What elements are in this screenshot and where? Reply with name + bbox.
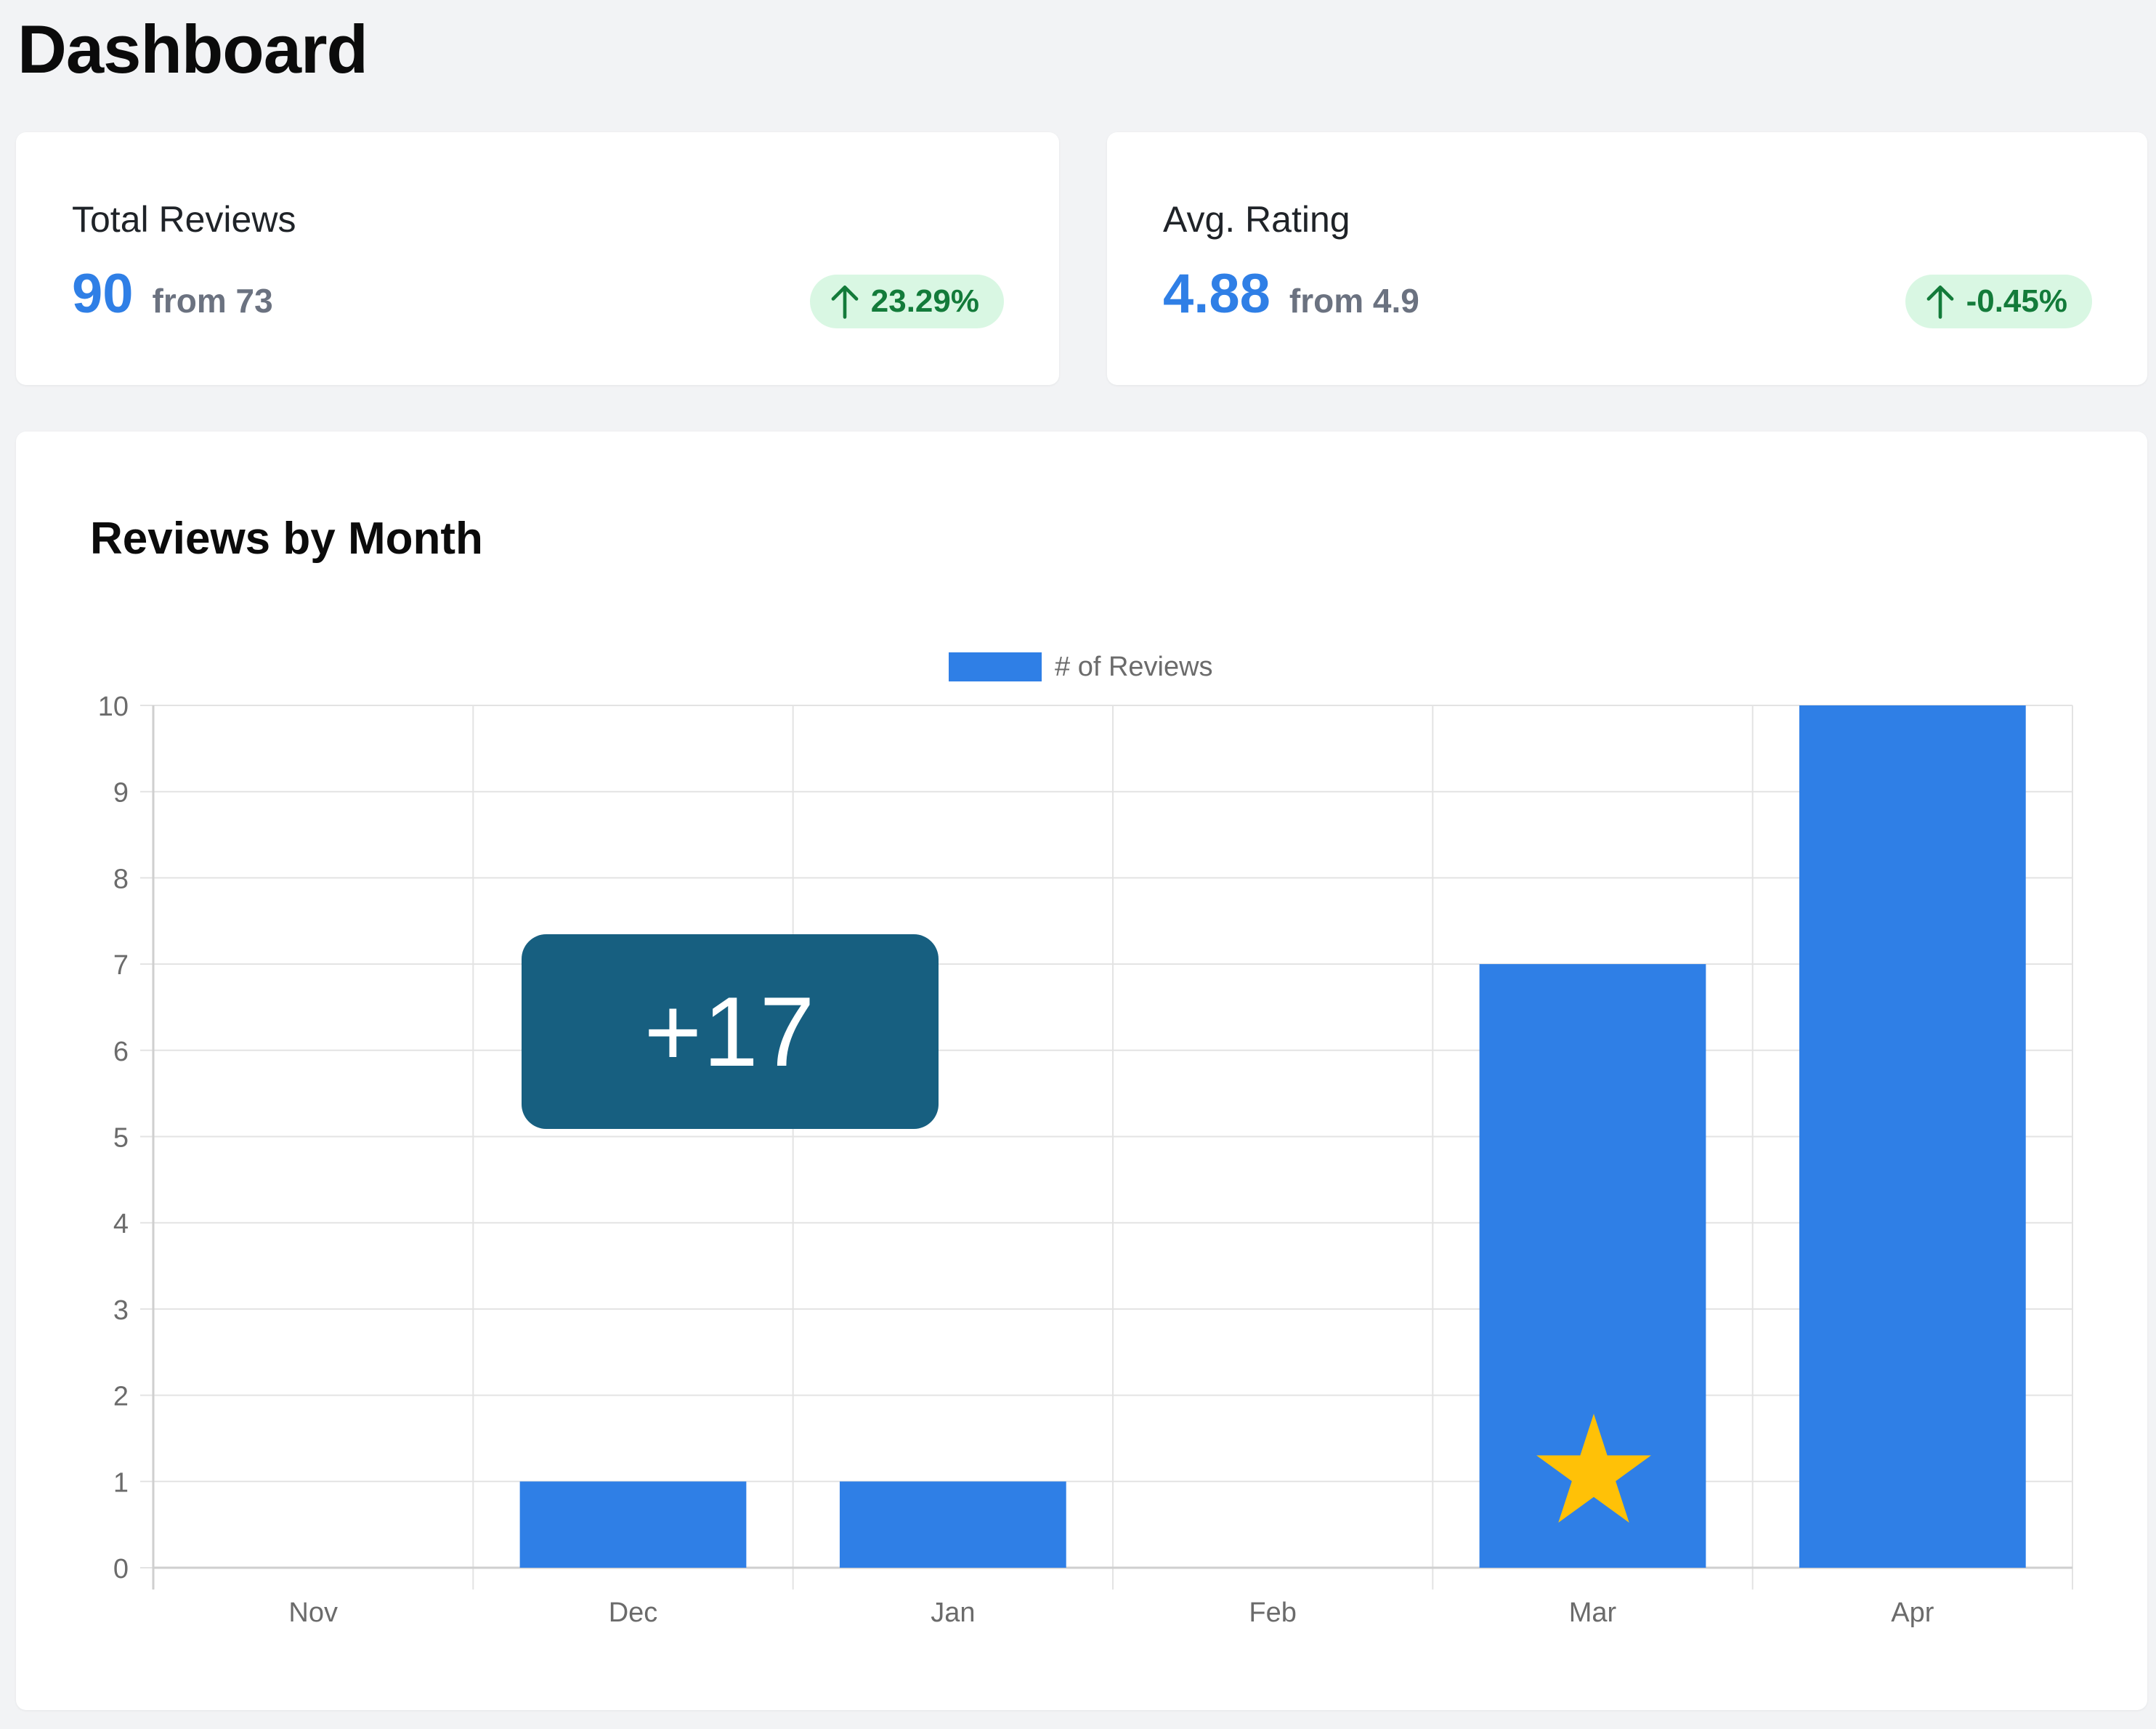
arrow-up-icon <box>1926 286 1953 319</box>
reviews-by-month-card: Reviews by Month <box>16 432 2147 1710</box>
x-tick-label: Mar <box>1569 1598 1617 1628</box>
total-reviews-label: Total Reviews <box>72 199 296 240</box>
bar-apr <box>1799 705 2026 1568</box>
y-tick-label: 4 <box>113 1209 129 1239</box>
x-tick-label: Apr <box>1891 1598 1934 1628</box>
chart-title: Reviews by Month <box>90 514 483 564</box>
y-tick-label: 2 <box>113 1382 129 1412</box>
reviews-change-overlay: +17 <box>522 934 939 1129</box>
x-tick-label: Nov <box>288 1598 338 1628</box>
y-tick-label: 10 <box>98 692 129 722</box>
legend-swatch <box>949 652 1042 681</box>
legend-label: # of Reviews <box>1055 652 1213 682</box>
star-icon <box>1536 1414 1651 1523</box>
x-tick-label: Dec <box>609 1598 658 1628</box>
page-title: Dashboard <box>17 11 368 87</box>
arrow-up-icon <box>831 286 859 319</box>
avg-rating-card: Avg. Rating 4.88 from 4.9 -0.45% <box>1107 132 2147 385</box>
avg-rating-change-badge: -0.45% <box>1905 275 2092 328</box>
bar-jan <box>839 1481 1066 1568</box>
y-tick-label: 5 <box>113 1123 129 1154</box>
reviews-change-overlay-label: +17 <box>644 976 816 1087</box>
avg-rating-value-row: 4.88 from 4.9 <box>1163 262 1419 327</box>
bar-dec <box>519 1481 747 1568</box>
total-reviews-change-value: 23.29% <box>870 283 979 319</box>
x-tick-label: Feb <box>1249 1598 1296 1628</box>
y-tick-label: 9 <box>113 778 129 809</box>
y-tick-label: 0 <box>113 1554 129 1584</box>
avg-rating-value: 4.88 <box>1163 263 1270 325</box>
y-tick-label: 8 <box>113 864 129 894</box>
total-reviews-change-badge: 23.29% <box>809 275 1004 328</box>
y-tick-label: 6 <box>113 1037 129 1067</box>
avg-rating-label: Avg. Rating <box>1163 199 1350 240</box>
y-tick-label: 3 <box>113 1295 129 1326</box>
total-reviews-previous: from 73 <box>152 282 273 320</box>
avg-rating-change-value: -0.45% <box>1966 283 2067 319</box>
avg-rating-previous: from 4.9 <box>1289 282 1419 320</box>
total-reviews-value: 90 <box>72 263 134 325</box>
total-reviews-value-row: 90 from 73 <box>72 262 273 327</box>
y-tick-label: 1 <box>113 1467 129 1498</box>
x-tick-label: Jan <box>931 1598 975 1628</box>
total-reviews-card: Total Reviews 90 from 73 23.29% <box>16 132 1059 385</box>
y-tick-label: 7 <box>113 950 129 981</box>
